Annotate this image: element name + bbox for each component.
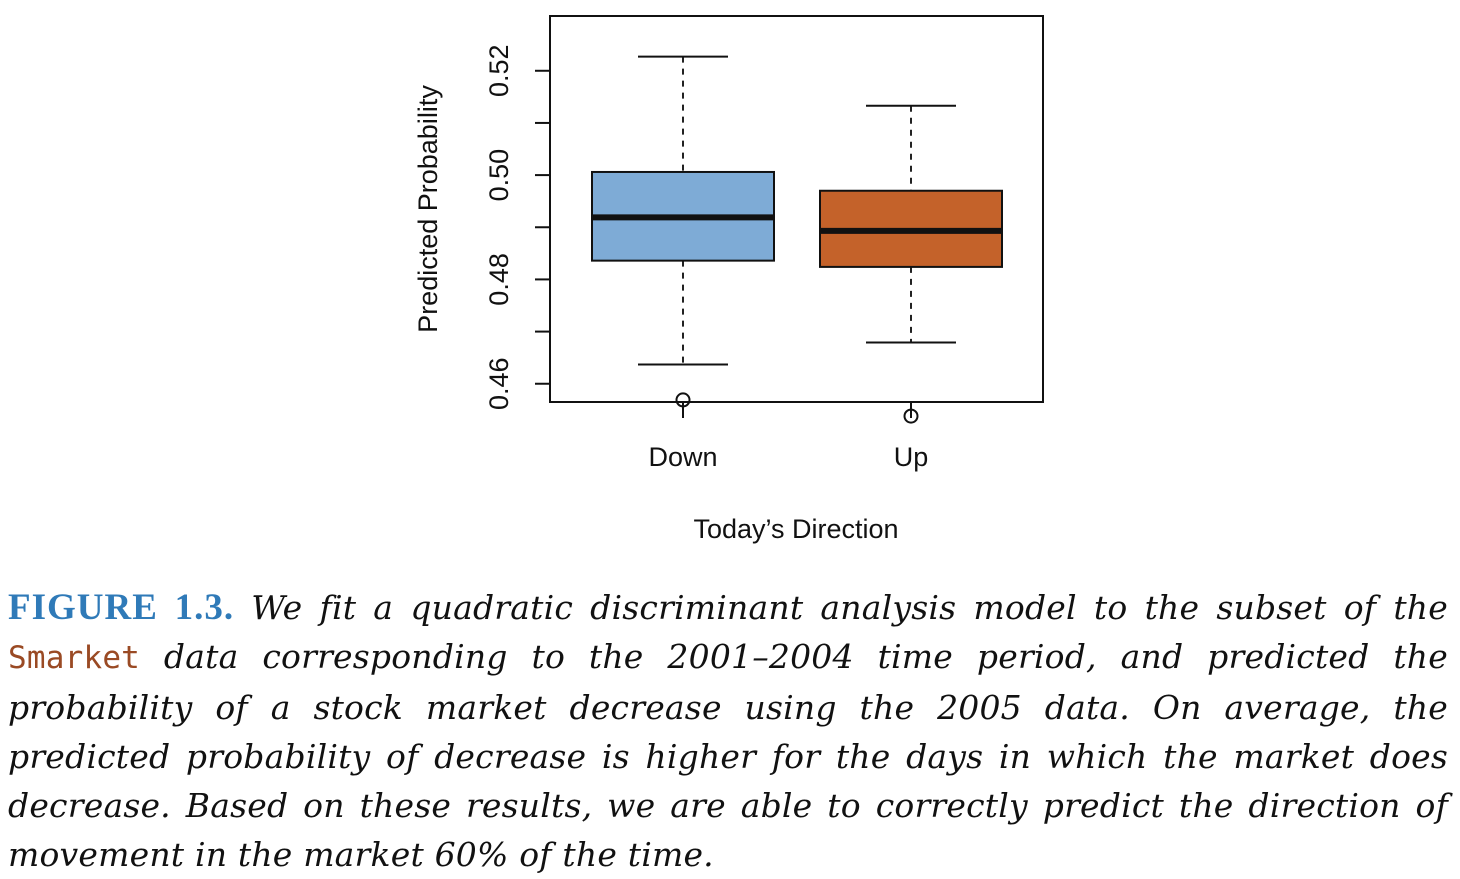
outlier-point [675,392,691,408]
outlier-point [903,408,919,424]
y-tick-label: 0.48 [484,253,514,306]
y-tick-label: 0.46 [484,357,514,410]
x-tick-label: Up [894,442,929,472]
dataset-name: Smarket [8,640,141,676]
figure-caption: FIGURE 1.3. We fit a quadratic discrimin… [8,583,1448,879]
boxplot-chart: 0.46 0.48 0.50 0.52 Down Up Predicted Probab… [413,15,1044,544]
x-tick-label: Down [648,442,717,472]
y-tick-label: 0.52 [484,44,514,97]
figure-label: FIGURE 1.3. [8,587,235,628]
plot-frame [549,15,1044,403]
box-group [591,55,1003,424]
x-axis-label: Today’s Direction [693,514,898,544]
caption-text-a: We fit a quadratic discriminant analysis… [234,588,1448,627]
y-axis: 0.46 0.48 0.50 0.52 [484,44,550,410]
box-down [591,55,775,408]
y-axis-label: Predicted Probability [413,85,443,333]
box-up [819,104,1003,424]
caption-text-b: data corresponding to the 2001–2004 time… [8,637,1448,874]
x-axis: Down Up [648,402,928,472]
y-tick-label: 0.50 [484,149,514,202]
